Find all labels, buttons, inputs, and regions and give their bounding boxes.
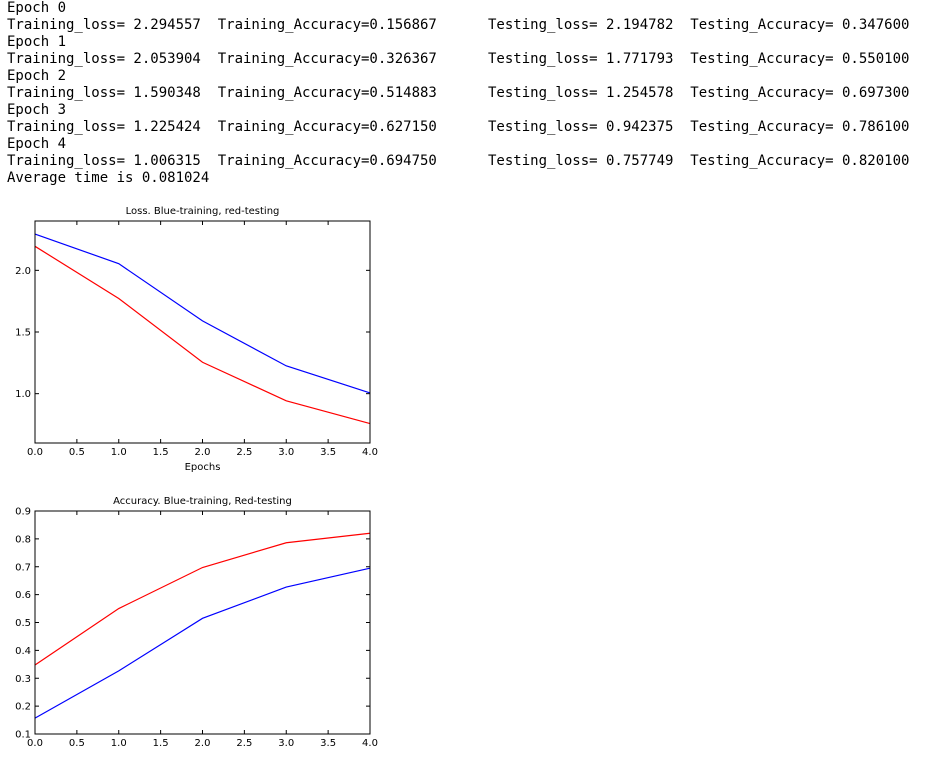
y-tick-label: 0.5	[15, 618, 31, 629]
chart-title: Accuracy. Blue-training, Red-testing	[113, 496, 292, 507]
y-tick-label: 0.7	[15, 562, 31, 573]
epoch-label: Epoch 0	[7, 0, 67, 16]
chart-title: Loss. Blue-training, red-testing	[126, 206, 280, 217]
x-axis-label: Epochs	[185, 462, 221, 473]
epoch-label: Epoch 1	[7, 34, 67, 50]
y-tick-label: 1.0	[15, 389, 31, 400]
series-line	[34, 567, 371, 719]
metrics-row: Training_loss= 2.053904 Training_Accurac…	[7, 51, 909, 68]
x-tick-label: 3.5	[320, 447, 336, 458]
y-tick-label: 0.8	[15, 534, 31, 545]
x-tick-label: 1.5	[153, 738, 169, 749]
x-tick-label: 2.5	[236, 738, 252, 749]
x-tick-label: 3.5	[320, 738, 336, 749]
y-tick-label: 0.1	[15, 730, 31, 741]
x-tick-label: 3.0	[278, 447, 294, 458]
training-metrics: Training_loss= 1.590348 Training_Accurac…	[7, 85, 437, 101]
testing-metrics: Testing_loss= 2.194782 Testing_Accuracy=…	[488, 17, 910, 33]
training-metrics: Training_loss= 2.294557 Training_Accurac…	[7, 17, 437, 33]
series-line	[34, 233, 371, 394]
plot-frame	[34, 510, 371, 735]
metrics-row: Training_loss= 1.006315 Training_Accurac…	[7, 153, 909, 170]
training-metrics: Training_loss= 2.053904 Training_Accurac…	[7, 51, 437, 67]
y-tick-label: 0.9	[15, 507, 31, 518]
output-log: Epoch 0 Training_loss= 2.294557 Training_…	[7, 0, 909, 187]
x-tick-label: 1.0	[111, 738, 127, 749]
x-tick-label: 1.0	[111, 447, 127, 458]
metrics-row: Training_loss= 1.225424 Training_Accurac…	[7, 119, 909, 136]
training-metrics: Training_loss= 1.225424 Training_Accurac…	[7, 119, 437, 135]
metrics-row: Training_loss= 1.590348 Training_Accurac…	[7, 85, 909, 102]
x-tick-label: 0.5	[69, 447, 85, 458]
x-tick-label: 0.0	[27, 447, 43, 458]
metrics-row: Training_loss= 2.294557 Training_Accurac…	[7, 17, 909, 34]
testing-metrics: Testing_loss= 0.757749 Testing_Accuracy=…	[488, 153, 910, 169]
average-time: Average time is 0.081024	[7, 170, 210, 186]
training-metrics: Training_loss= 1.006315 Training_Accurac…	[7, 153, 437, 169]
x-tick-label: 4.0	[362, 447, 378, 458]
charts: Loss. Blue-training, red-testing 0.0 0.5 1.…	[15, 206, 378, 749]
x-tick-label: 1.5	[153, 447, 169, 458]
y-tick-label: 0.4	[15, 646, 31, 657]
x-tick-label: 4.0	[362, 738, 378, 749]
testing-metrics: Testing_loss= 1.254578 Testing_Accuracy=…	[488, 85, 910, 101]
epoch-label: Epoch 4	[7, 136, 67, 152]
x-tick-label: 3.0	[278, 738, 294, 749]
testing-metrics: Testing_loss= 0.942375 Testing_Accuracy=…	[488, 119, 910, 135]
x-tick-label: 0.0	[27, 738, 43, 749]
series-line	[34, 245, 371, 425]
y-tick-label: 0.6	[15, 590, 31, 601]
y-tick-label: 0.3	[15, 674, 31, 685]
epoch-label: Epoch 2	[7, 68, 67, 84]
y-tick-label: 1.5	[15, 328, 31, 339]
y-tick-label: 0.2	[15, 702, 31, 713]
series-line	[34, 532, 371, 666]
plot-frame	[34, 220, 371, 444]
x-tick-label: 2.0	[195, 447, 211, 458]
epoch-label: Epoch 3	[7, 102, 67, 118]
testing-metrics: Testing_loss= 1.771793 Testing_Accuracy=…	[488, 51, 910, 67]
x-tick-label: 2.5	[236, 447, 252, 458]
x-tick-label: 2.0	[195, 738, 211, 749]
y-tick-label: 2.0	[15, 266, 31, 277]
x-tick-label: 0.5	[69, 738, 85, 749]
